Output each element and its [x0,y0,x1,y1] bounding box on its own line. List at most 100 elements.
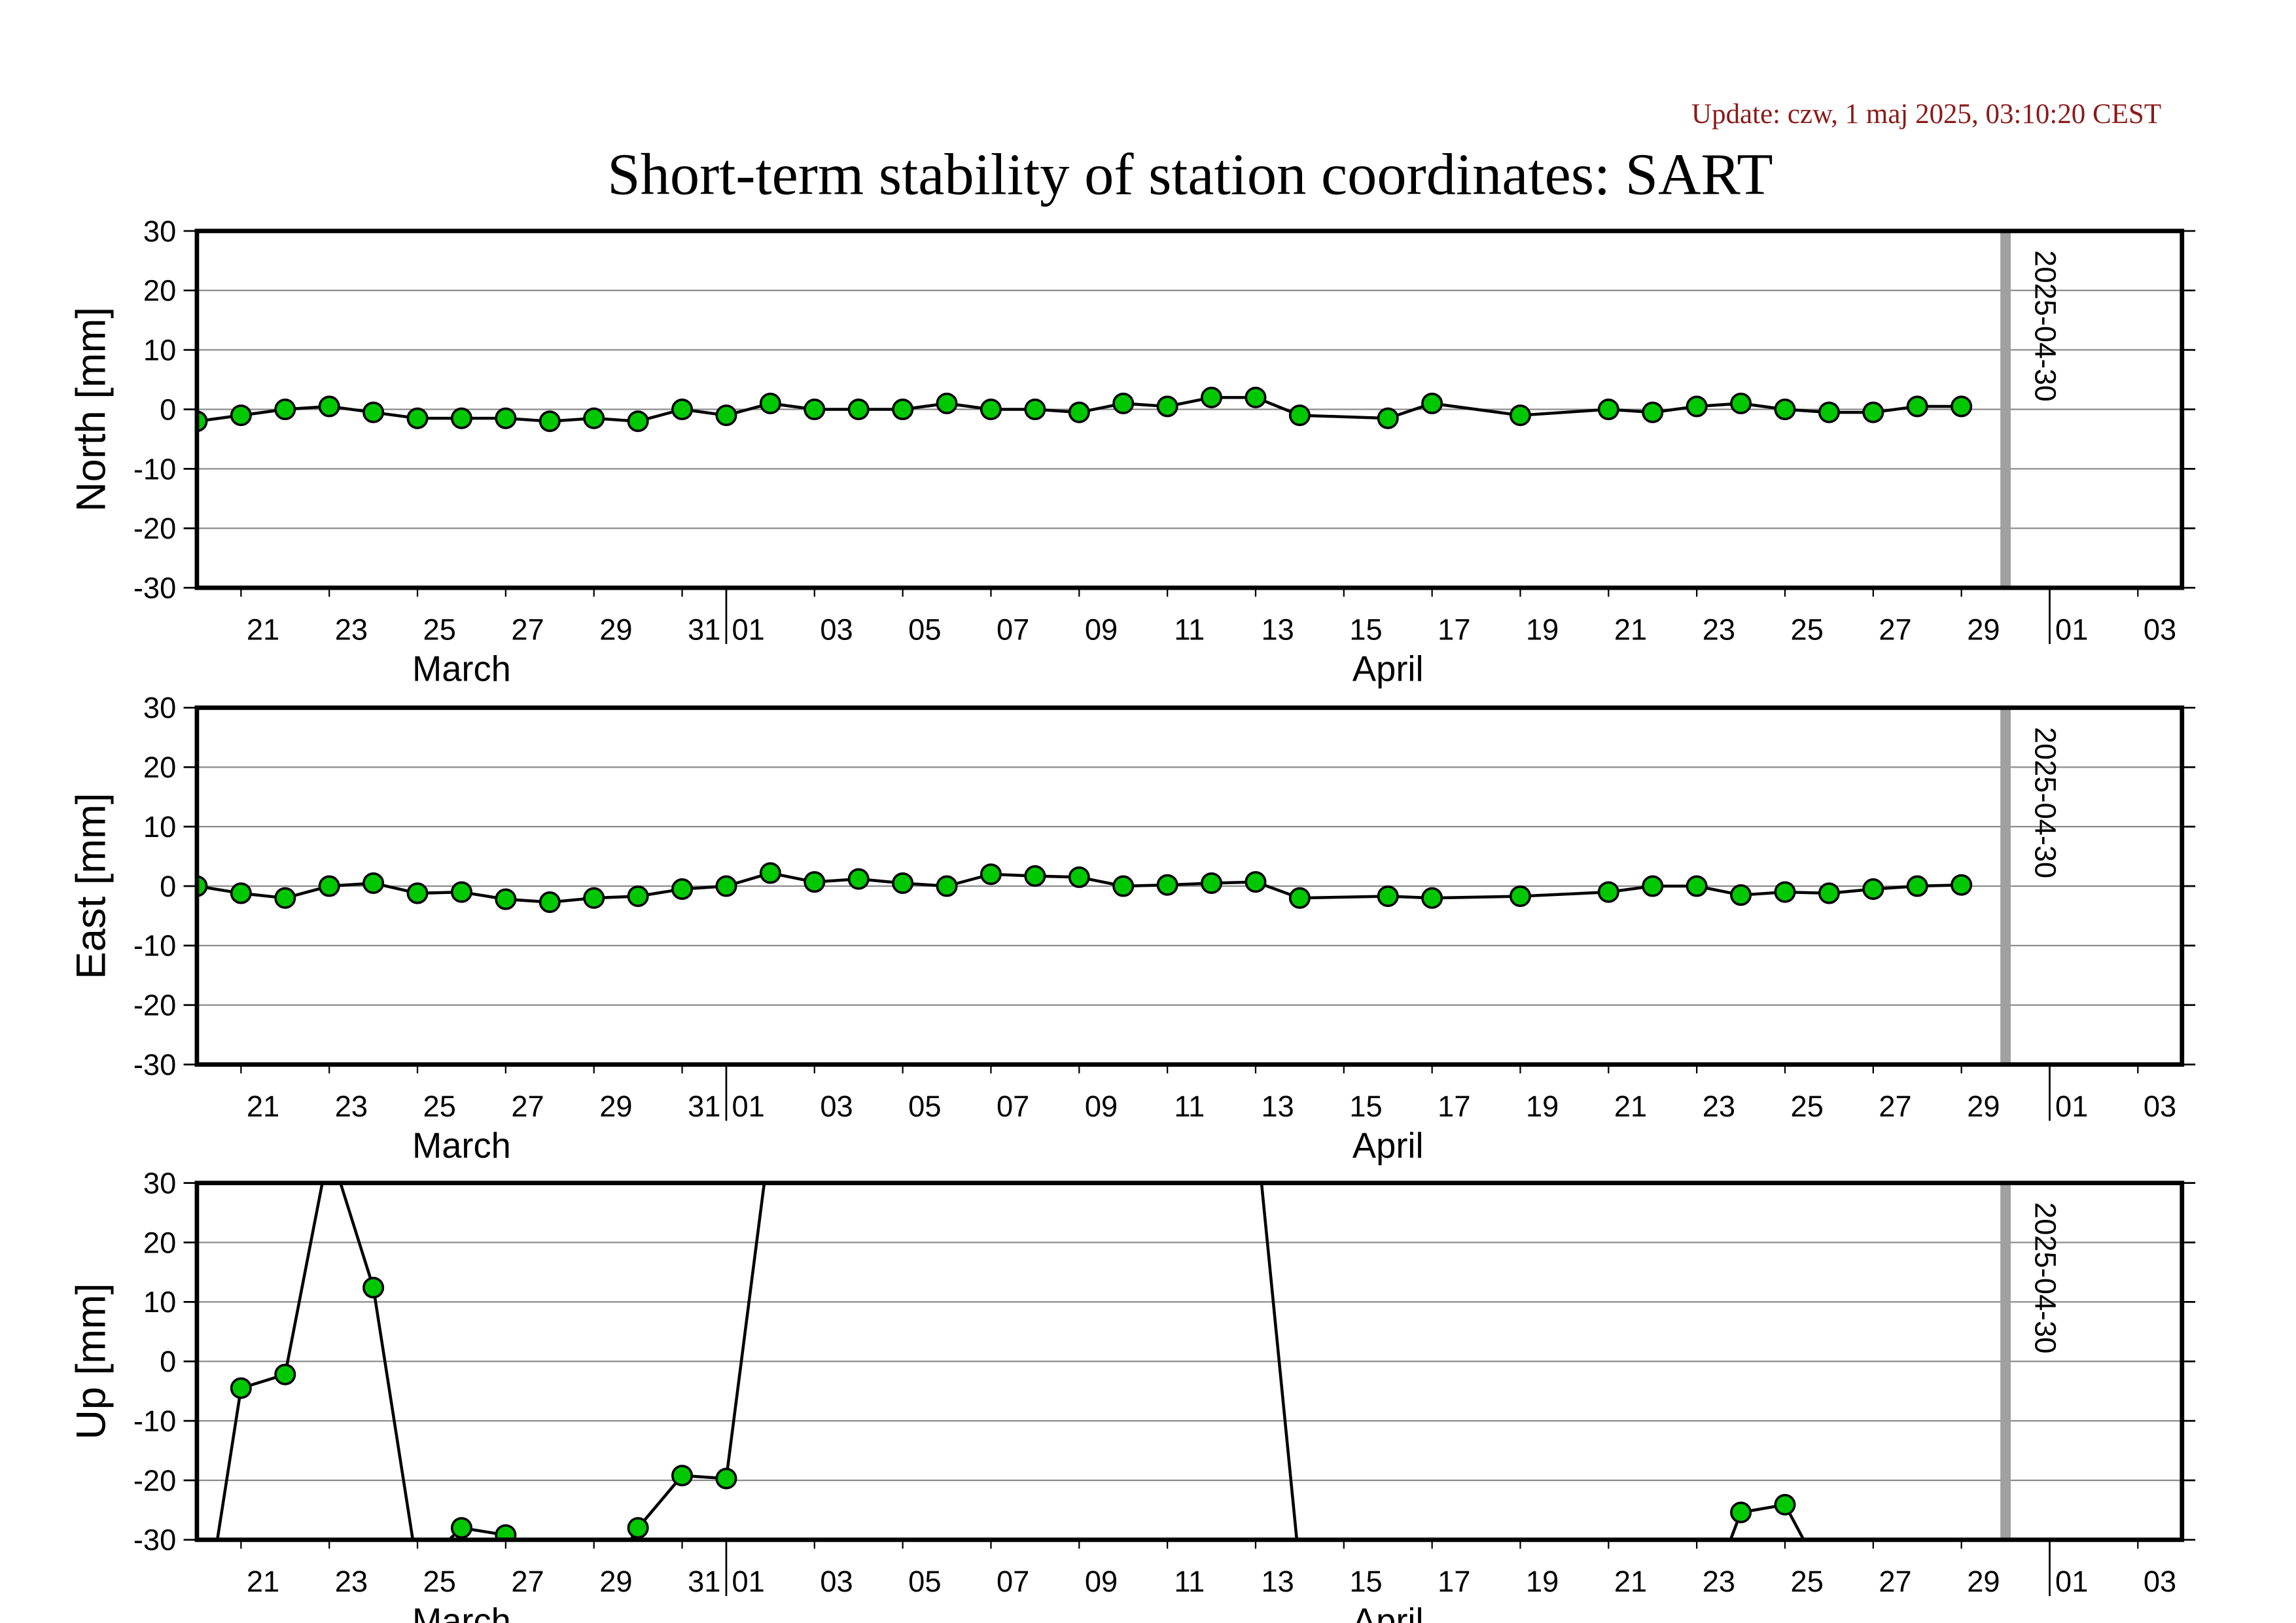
data-point [1599,1619,1618,1623]
data-point [1597,399,1619,421]
data-point [671,878,694,901]
data-point [1730,884,1752,906]
data-point [1112,392,1135,414]
y-axis-title: Up [mm] [69,1283,115,1440]
y-tick-label: 0 [160,1345,176,1378]
data-point [1686,875,1708,897]
x-tick-label: 09 [1085,613,1118,646]
date-marker-label: 2025-04-30 [2028,727,2062,878]
data-point [1730,1501,1752,1524]
y-tick-label: -20 [133,512,176,545]
data-point [1509,404,1531,427]
y-tick-label: 10 [143,334,176,367]
data-point [362,401,385,423]
data-point [1687,1619,1706,1623]
data-point [1068,401,1090,423]
data-point [980,863,1002,885]
data-point [583,407,605,429]
data-point [1511,1619,1530,1623]
data-point [1951,874,1973,896]
data-point [539,410,561,433]
data-point [1288,887,1311,909]
data-point [230,882,252,904]
y-tick-label: -30 [133,1524,176,1557]
data-point [892,872,914,894]
data-point [274,887,296,909]
data-point [362,1277,385,1299]
plot-area [196,386,1973,433]
data-point [715,404,737,427]
data-point [1156,395,1178,418]
y-tick-label: 30 [143,691,176,724]
data-point [450,1517,472,1539]
data-point [804,871,826,893]
x-tick-label: 03 [820,613,853,646]
y-tick-label: 30 [143,215,176,248]
plot-frame [194,705,2185,1067]
plot-frame [194,228,2185,590]
plot-area [215,1126,1882,1623]
data-point [1024,399,1046,421]
y-tick-label: 10 [143,810,176,844]
data-point [761,1126,780,1145]
data-point [1862,878,1884,901]
x-tick-label: 23 [1703,1090,1735,1123]
data-point [980,399,1002,421]
x-tick-label: 25 [423,1090,456,1123]
month-label: March [412,649,511,689]
x-tick-label: 27 [511,613,544,646]
data-point [1906,875,1928,897]
data-point [274,399,296,421]
x-tick-label: 31 [688,613,720,646]
y-tick-label: 30 [143,1166,176,1200]
data-point [1642,401,1664,423]
x-tick-label: 23 [335,1090,368,1123]
y-tick-label: 20 [143,1226,176,1259]
x-tick-label: 15 [1349,1565,1382,1598]
y-tick-label: -20 [133,1464,176,1497]
data-point [1024,865,1046,887]
data-point [1597,881,1619,903]
data-point [627,885,649,907]
data-point [1068,866,1090,888]
x-tick-label: 27 [1879,1565,1911,1598]
y-tick-label: 0 [160,870,176,903]
date-marker-label: 2025-04-30 [2028,1202,2062,1353]
x-tick-label: 29 [1967,1090,2000,1123]
x-tick-label: 09 [1085,1565,1118,1598]
data-point [892,399,914,421]
x-tick-label: 29 [1967,613,2000,646]
y-tick-label: -30 [133,1048,176,1081]
x-tick-label: 11 [1174,1565,1205,1598]
data-point [1863,1619,1882,1623]
month-label: April [1352,1126,1424,1166]
plot-frame [194,1181,2185,1543]
x-tick-label: 27 [1879,613,1911,646]
data-point [1377,885,1399,907]
data-point [804,399,826,421]
x-tick-label: 15 [1349,613,1382,646]
data-point [715,875,737,897]
x-tick-label: 29 [599,1090,632,1123]
x-tick-label: 01 [2055,613,2088,646]
data-point [1774,399,1796,421]
data-point [1112,875,1135,897]
data-point [1288,404,1311,427]
x-tick-label: 31 [688,1090,720,1123]
y-tick-label: 0 [160,393,176,426]
data-point [406,407,429,429]
chart-title: Short-term stability of station coordina… [607,141,1773,207]
x-tick-label: 23 [335,613,368,646]
x-tick-label: 25 [1791,1090,1824,1123]
data-point [583,887,605,909]
data-point [1642,875,1664,897]
x-tick-label: 07 [997,1565,1029,1598]
data-point [759,862,781,884]
x-tick-label: 23 [1703,1565,1735,1598]
x-tick-label: 01 [2055,1565,2088,1598]
data-point [1377,407,1399,429]
data-point [847,868,870,890]
data-point [318,395,340,418]
x-tick-label: 21 [247,1565,279,1598]
